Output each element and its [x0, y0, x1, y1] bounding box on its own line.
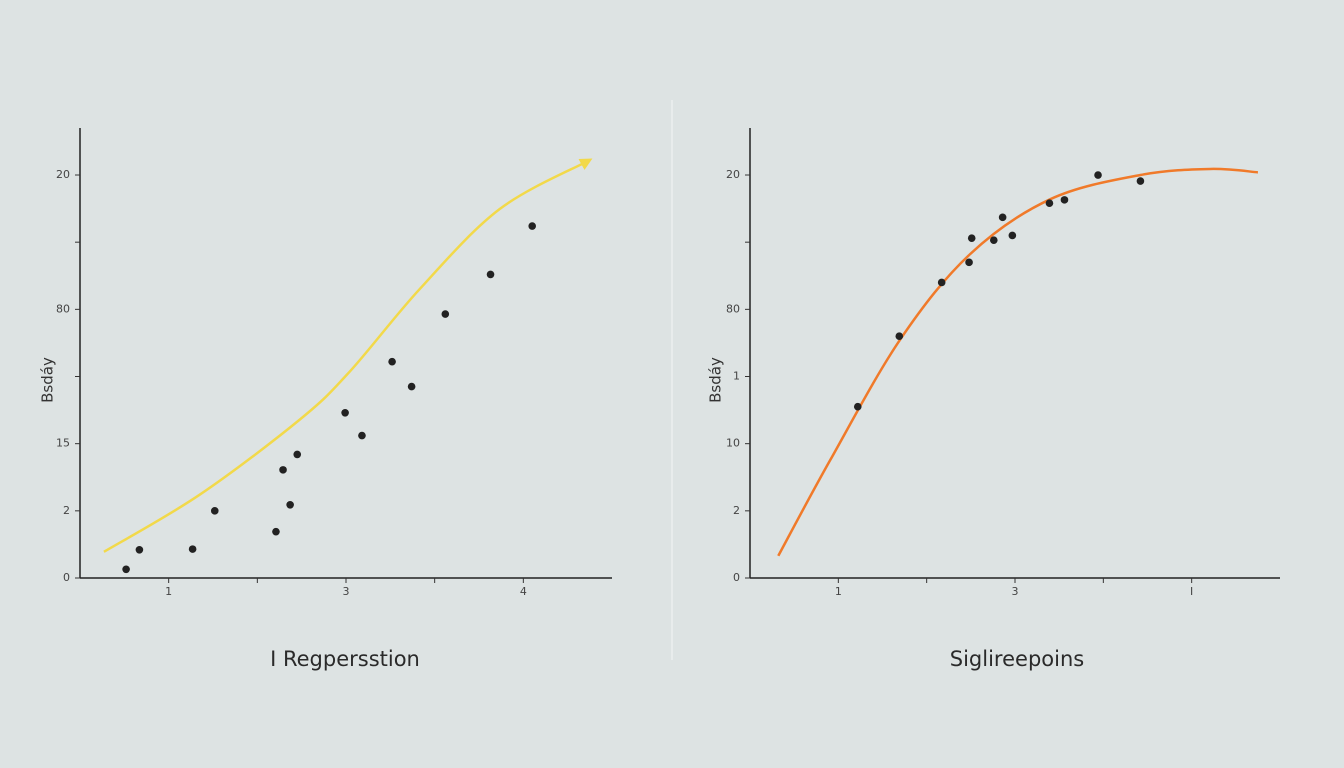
data-point — [998, 213, 1007, 222]
data-point — [135, 545, 144, 554]
x-tick-label: 1 — [835, 585, 842, 598]
x-tick-label: 3 — [343, 585, 350, 598]
y-tick-label: 10 — [726, 437, 740, 450]
x-tick-label: 1 — [165, 585, 172, 598]
y-axis-label: Bsdáy — [39, 357, 57, 403]
y-tick-label: 80 — [56, 302, 70, 315]
data-point — [210, 507, 219, 515]
data-point — [341, 408, 349, 417]
y-tick-label: 20 — [726, 168, 740, 181]
data-point — [967, 234, 976, 242]
data-point — [965, 258, 973, 267]
data-point — [122, 565, 130, 574]
fit-curve — [103, 158, 593, 553]
x-tick-label: I — [1190, 585, 1193, 598]
data-point — [286, 500, 294, 509]
y-tick-label: 2 — [63, 504, 70, 517]
y-tick-label: 0 — [63, 571, 70, 584]
data-point — [441, 310, 450, 318]
data-point — [990, 236, 998, 244]
data-point — [1094, 171, 1102, 179]
data-point — [895, 332, 904, 341]
y-tick-label: 2 — [733, 504, 740, 517]
y-tick-label: 20 — [56, 168, 70, 181]
data-point — [279, 466, 287, 474]
fit-curve — [777, 167, 1259, 557]
data-point — [853, 402, 862, 411]
data-point — [1008, 231, 1017, 240]
chart-title: Siglireepoins — [950, 647, 1084, 671]
data-point — [1045, 199, 1054, 208]
data-point — [272, 527, 280, 536]
y-tick-label: 1 — [733, 370, 740, 383]
y-tick-label: 80 — [726, 302, 740, 315]
y-tick-label: 0 — [733, 571, 740, 584]
data-point — [937, 278, 946, 287]
data-point — [388, 357, 396, 366]
data-point — [293, 450, 302, 459]
data-point — [1136, 177, 1145, 185]
x-tick-label: 3 — [1012, 585, 1019, 598]
data-point — [358, 431, 366, 440]
y-axis-label: Bsdáy — [707, 357, 725, 403]
data-point — [188, 545, 197, 553]
data-point — [486, 270, 495, 279]
data-point — [528, 222, 536, 230]
x-tick-label: 4 — [520, 585, 527, 598]
data-point — [407, 382, 416, 391]
y-tick-label: 15 — [56, 437, 70, 450]
chart-title: I Regpersstion — [270, 647, 420, 671]
data-point — [1060, 196, 1069, 204]
